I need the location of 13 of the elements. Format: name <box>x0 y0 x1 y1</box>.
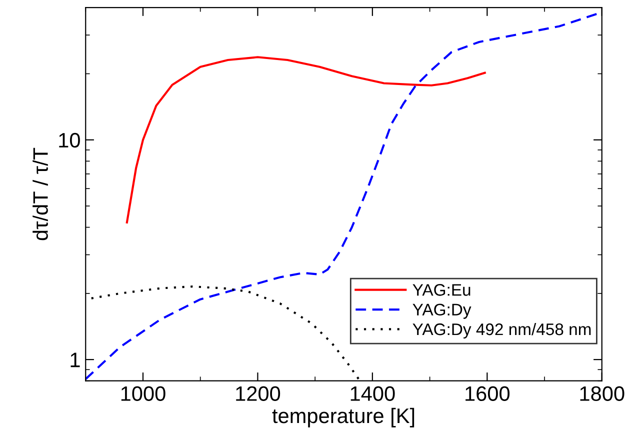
line-series <box>126 56 486 224</box>
x-axis-title: temperature [K] <box>272 408 414 428</box>
legend-label: YAG:Eu <box>412 284 470 296</box>
x-tick-label: 1800 <box>580 386 624 402</box>
x-tick-label: 1600 <box>466 386 510 402</box>
y-tick-label: 1 <box>70 352 80 368</box>
x-tick-label: 1000 <box>121 386 166 402</box>
x-tick-label: 1200 <box>236 386 280 402</box>
x-tick-label: 1400 <box>350 386 395 402</box>
y-axis-title: dτ/dT / τ/T <box>32 148 48 240</box>
legend-label: YAG:Dy <box>412 304 472 319</box>
y-tick-label: 10 <box>59 132 80 148</box>
legend-label: YAG:Dy 492 nm/458 nm <box>412 322 591 339</box>
